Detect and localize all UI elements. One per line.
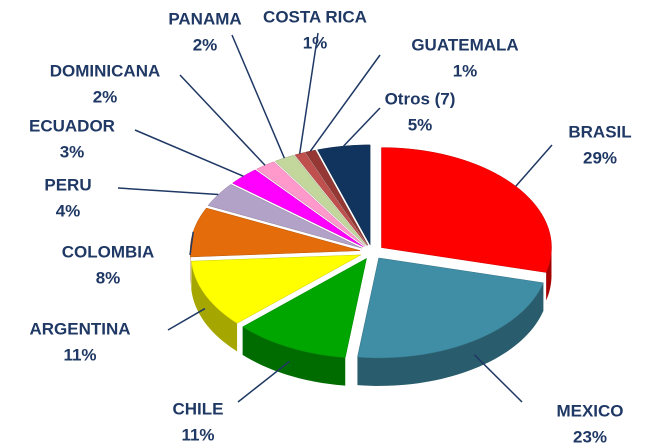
slice-side — [191, 261, 238, 352]
value-label: 1% — [303, 33, 328, 52]
value-label: 2% — [93, 87, 118, 106]
category-label: MEXICO — [556, 401, 623, 420]
value-label: 23% — [573, 427, 607, 446]
leader-line — [167, 307, 206, 331]
category-label: ARGENTINA — [29, 319, 130, 338]
value-label: 1% — [453, 61, 478, 80]
slice — [357, 257, 544, 386]
category-label: Otros (7) — [385, 89, 456, 108]
slice-top — [242, 257, 367, 358]
leader-line — [515, 144, 553, 187]
value-label: 11% — [181, 425, 214, 444]
slice — [317, 144, 371, 246]
value-label: 5% — [408, 115, 433, 134]
leader-line — [179, 74, 266, 166]
category-label: PERU — [44, 175, 91, 194]
value-label: 2% — [193, 35, 218, 54]
slice-top — [191, 254, 362, 324]
category-label: PANAMA — [168, 9, 241, 28]
slice — [242, 257, 367, 386]
slice-top — [207, 184, 362, 249]
category-label: DOMINICANA — [50, 61, 161, 80]
value-label: 3% — [60, 142, 85, 161]
slice-top — [317, 144, 371, 246]
slice-side — [357, 282, 544, 386]
leader-line — [309, 54, 381, 152]
slice — [207, 184, 362, 249]
leader-line — [342, 107, 381, 147]
value-label: 29% — [583, 148, 617, 167]
category-label: BRASIL — [568, 122, 631, 141]
value-label: 8% — [96, 268, 121, 287]
slice-top — [357, 257, 544, 359]
value-label: 4% — [56, 201, 81, 220]
leader-line — [231, 34, 286, 159]
leader-line — [117, 187, 219, 196]
leader-line — [237, 360, 290, 403]
slice-top — [381, 147, 552, 273]
category-label: COLOMBIA — [62, 242, 155, 261]
category-label: CHILE — [173, 399, 224, 418]
value-label: 11% — [63, 345, 96, 364]
category-label: GUATEMALA — [411, 35, 518, 54]
slice — [191, 254, 362, 352]
leader-line — [189, 231, 194, 256]
leader-line — [473, 354, 523, 403]
leader-line — [298, 32, 319, 154]
leader-line — [134, 129, 244, 177]
category-label: ECUADOR — [29, 116, 115, 135]
slice-side — [242, 326, 346, 386]
slice — [381, 147, 552, 301]
category-label: COSTA RICA — [263, 7, 367, 26]
